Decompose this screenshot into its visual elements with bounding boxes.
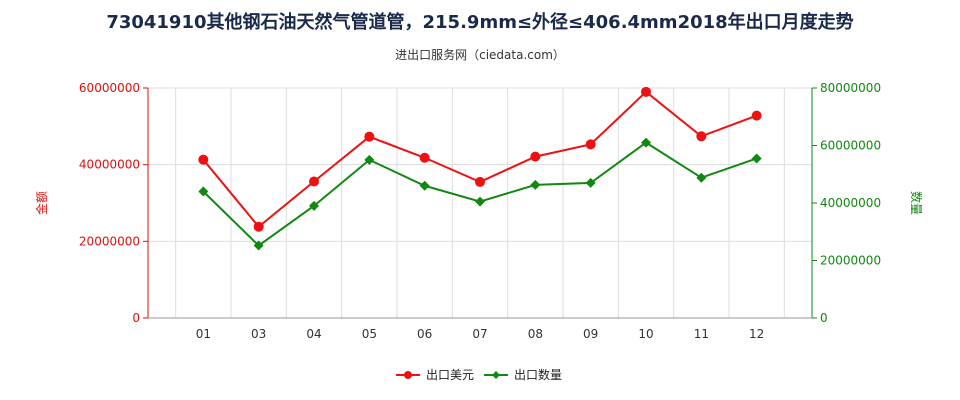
series-point-qty [641, 137, 651, 148]
series-point-qty [198, 186, 209, 197]
left-axis-tick-label: 40000000 [79, 158, 140, 172]
series-point-qty [585, 177, 596, 188]
series-point-value [475, 176, 485, 187]
right-axis-tick-label: 80000000 [820, 81, 881, 95]
legend-label-value: 出口美元 [426, 368, 474, 382]
series-point-value [253, 221, 264, 232]
x-axis-tick-label: 09 [583, 327, 598, 341]
right-axis-tick-label: 20000000 [820, 254, 881, 268]
left-axis-tick-label: 0 [132, 311, 140, 325]
left-axis-tick-label: 20000000 [79, 234, 140, 248]
x-axis-tick-label: 01 [196, 327, 211, 341]
series-point-value [696, 131, 707, 142]
series-point-qty [253, 240, 264, 251]
right-axis-tick-label: 40000000 [820, 196, 881, 210]
series-point-value [530, 151, 541, 162]
legend-marker-qty [492, 371, 500, 379]
x-axis-tick-label: 03 [251, 327, 266, 341]
series-point-qty [530, 179, 541, 190]
series-point-qty [475, 196, 485, 207]
x-axis-tick-label: 05 [362, 327, 377, 341]
x-axis-tick-label: 11 [694, 327, 709, 341]
x-axis-tick-label: 08 [528, 327, 543, 341]
series-point-value [641, 86, 651, 97]
series-point-value [198, 154, 209, 165]
x-axis-tick-label: 07 [472, 327, 487, 341]
series-point-value [585, 139, 596, 150]
chart-title: 73041910其他钢石油天然气管道管，215.9mm≤外径≤406.4mm20… [106, 12, 854, 33]
x-axis-tick-label: 06 [417, 327, 432, 341]
series-point-value [309, 176, 319, 187]
series-point-qty [309, 200, 319, 211]
x-axis-tick-label: 12 [749, 327, 764, 341]
y-axis-title: 金额 [34, 191, 49, 215]
y2-axis-title: 数量 [909, 191, 924, 215]
legend-label-qty: 出口数量 [514, 367, 562, 382]
series-point-qty [419, 180, 430, 191]
series-point-value [751, 110, 762, 121]
x-axis-tick-label: 10 [638, 327, 653, 341]
left-axis-tick-label: 60000000 [79, 81, 140, 95]
series-point-qty [751, 153, 762, 164]
right-axis-tick-label: 60000000 [820, 139, 881, 153]
right-axis-tick-label: 0 [820, 311, 828, 325]
chart-subtitle: 进出口服务网（ciedata.com） [395, 48, 565, 62]
series-point-value [419, 152, 430, 163]
legend-marker-value [404, 371, 412, 379]
series-point-value [364, 131, 375, 142]
series-point-qty [696, 172, 707, 183]
series-point-qty [364, 154, 375, 165]
x-axis-tick-label: 04 [306, 327, 321, 341]
